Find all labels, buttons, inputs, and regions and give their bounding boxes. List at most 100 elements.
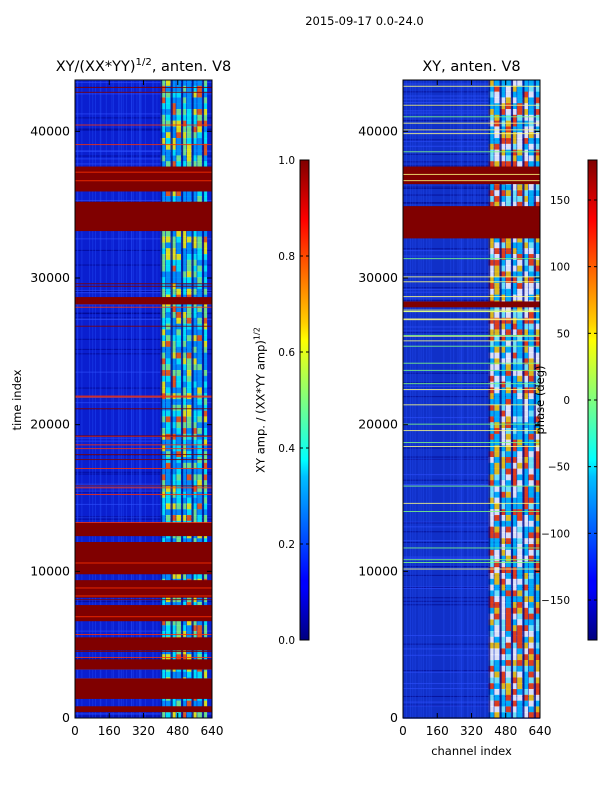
flag-line — [75, 395, 212, 397]
heatmap-column-texture — [477, 80, 479, 718]
heatmap-cell — [202, 306, 208, 313]
heatmap-cell — [202, 265, 208, 272]
heatmap-cell — [176, 515, 181, 522]
heatmap-stripe — [403, 648, 540, 650]
heatmap-cell — [171, 335, 176, 342]
flag-line — [403, 446, 540, 448]
heatmap-stripe — [75, 471, 212, 473]
heatmap-cell — [522, 143, 528, 150]
heatmap-cell — [186, 242, 192, 249]
heatmap-cell — [517, 433, 523, 440]
heatmap-cell — [488, 573, 494, 580]
flag-line — [403, 104, 540, 106]
heatmap-cell — [522, 91, 528, 98]
heatmap-cell — [165, 80, 171, 87]
heatmap-cell — [488, 387, 494, 394]
heatmap-cell — [192, 317, 197, 324]
heatmap-cell — [181, 91, 187, 98]
heatmap-cell — [186, 109, 192, 116]
heatmap-column-texture — [460, 80, 462, 718]
heatmap-cell — [488, 619, 494, 626]
heatmap-cell — [494, 352, 500, 359]
heatmap-cell — [534, 665, 540, 672]
heatmap-cell — [192, 364, 197, 371]
heatmap-cell — [494, 259, 500, 266]
heatmap-cell — [500, 97, 506, 104]
heatmap-cell — [505, 520, 511, 527]
heatmap-cell — [505, 457, 511, 464]
heatmap-cell — [511, 712, 517, 719]
heatmap-cell — [517, 619, 523, 626]
heatmap-cell — [534, 399, 540, 406]
heatmap-cell — [192, 196, 197, 203]
heatmap-cell — [176, 109, 181, 116]
heatmap-cell — [505, 335, 511, 342]
heatmap-cell — [181, 236, 187, 243]
heatmap-cell — [488, 491, 494, 498]
heatmap-cell — [186, 138, 192, 145]
heatmap-cell — [165, 404, 171, 411]
heatmap-cell — [160, 109, 166, 116]
heatmap-cell — [505, 254, 511, 261]
heatmap-cell — [528, 312, 534, 319]
heatmap-stripe — [403, 255, 540, 257]
heatmap-cell — [522, 352, 528, 359]
heatmap-cell — [522, 665, 528, 672]
heatmap-cell — [165, 671, 171, 678]
heatmap-cell — [165, 138, 171, 145]
heatmap-stripe — [403, 140, 540, 142]
heatmap-cell — [160, 422, 166, 429]
heatmap-cell — [494, 561, 500, 568]
heatmap-cell — [171, 497, 176, 504]
heatmap-cell — [511, 242, 517, 249]
flag-line — [403, 276, 540, 278]
heatmap-cell — [176, 335, 181, 342]
heatmap-column-texture — [484, 80, 486, 718]
heatmap-cell — [511, 80, 517, 87]
heatmap-cell — [505, 584, 511, 591]
heatmap-cell — [505, 399, 511, 406]
heatmap-cell — [517, 613, 523, 620]
heatmap-cell — [528, 526, 534, 533]
heatmap-cell — [500, 265, 506, 272]
heatmap-cell — [517, 312, 523, 319]
heatmap-cell — [505, 491, 511, 498]
heatmap-cell — [186, 323, 192, 330]
heatmap-cell — [505, 138, 511, 145]
heatmap-cell — [181, 346, 187, 353]
heatmap-cell — [197, 364, 202, 371]
heatmap-cell — [534, 288, 540, 295]
heatmap-cell — [160, 341, 166, 348]
heatmap-cell — [165, 126, 171, 133]
heatmap-cell — [517, 259, 523, 266]
heatmap-stripe — [75, 128, 212, 130]
heatmap-cell — [494, 120, 500, 127]
heatmap-cell — [160, 85, 166, 92]
heatmap-cell — [186, 474, 192, 481]
heatmap-cell — [176, 132, 181, 139]
heatmap-cell — [528, 114, 534, 121]
heatmap-cell — [517, 474, 523, 481]
heatmap-cell — [528, 404, 534, 411]
heatmap-cell — [534, 555, 540, 562]
heatmap-cell — [505, 607, 511, 614]
heatmap-cell — [500, 370, 506, 377]
heatmap-cell — [494, 474, 500, 481]
heatmap-cell — [186, 457, 192, 464]
heatmap-cell — [494, 625, 500, 632]
heatmap-stripe — [403, 161, 540, 163]
flag-line — [403, 345, 540, 347]
heatmap-cell — [197, 712, 202, 719]
heatmap-cell — [534, 602, 540, 609]
heatmap-cell — [202, 317, 208, 324]
flag-line — [403, 389, 540, 391]
heatmap-cell — [165, 155, 171, 162]
heatmap-cell — [160, 468, 166, 475]
heatmap-stripe — [403, 110, 540, 112]
heatmap-stripe — [75, 249, 212, 251]
heatmap-cell — [511, 433, 517, 440]
heatmap-cell — [197, 312, 202, 319]
heatmap-cell — [165, 259, 171, 266]
heatmap-cell — [488, 346, 494, 353]
flag-line — [75, 587, 212, 589]
